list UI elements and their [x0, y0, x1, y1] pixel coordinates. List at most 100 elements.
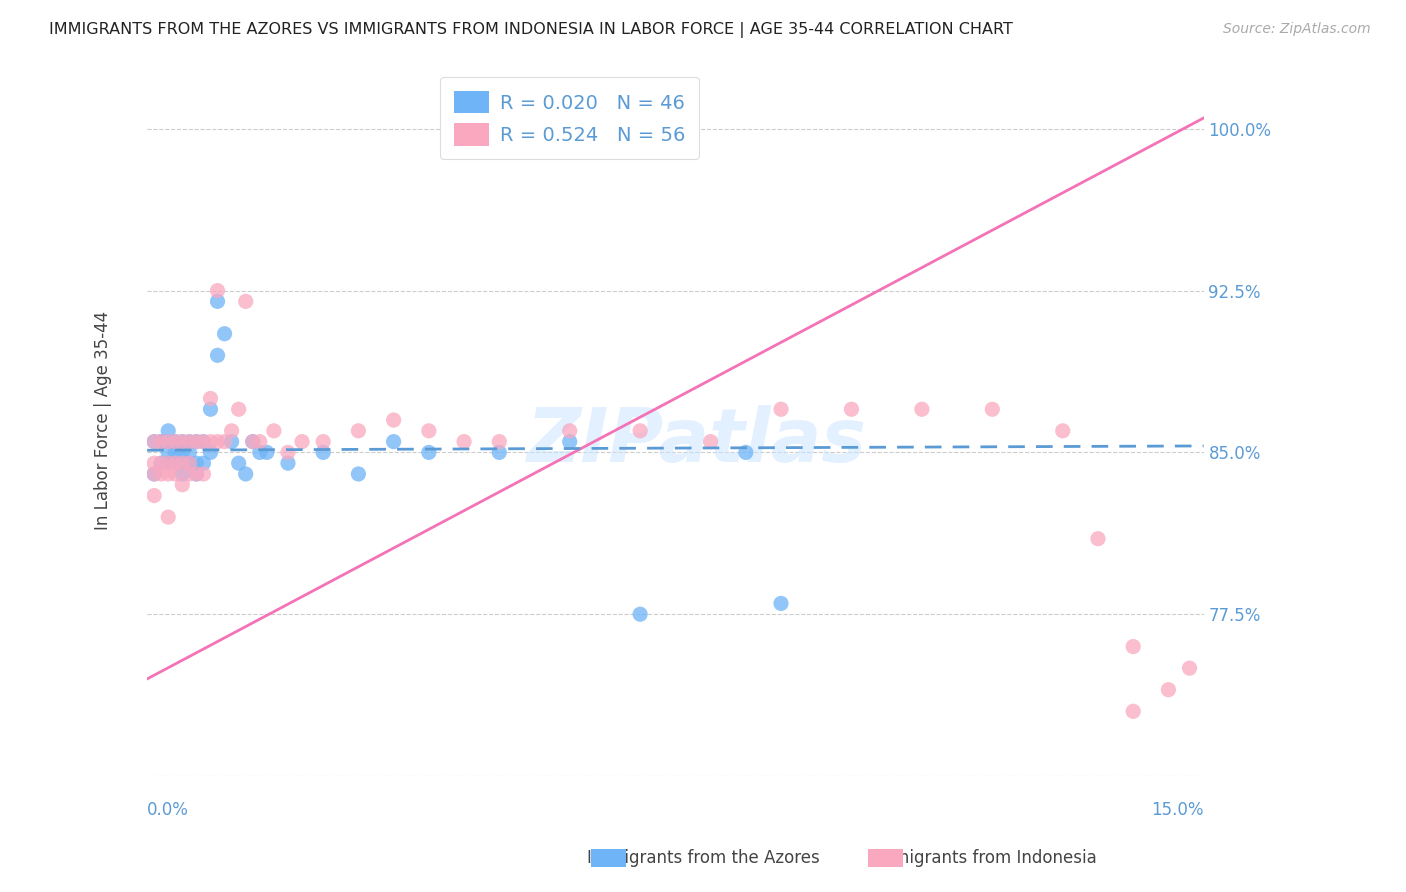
Point — [312, 445, 335, 459]
Point — [143, 489, 166, 503]
Point — [193, 434, 215, 449]
Point — [179, 445, 201, 459]
Point — [165, 456, 187, 470]
Point — [143, 456, 166, 470]
Point — [172, 456, 194, 470]
Point — [228, 456, 250, 470]
Point — [558, 424, 581, 438]
Point — [221, 434, 243, 449]
Point — [1178, 661, 1201, 675]
Point — [200, 434, 222, 449]
Point — [150, 434, 173, 449]
Point — [277, 456, 299, 470]
Point — [157, 445, 180, 459]
Point — [157, 424, 180, 438]
Text: Immigrants from the Azores: Immigrants from the Azores — [586, 849, 820, 867]
Point — [207, 294, 229, 309]
Point — [628, 607, 651, 622]
Point — [165, 434, 187, 449]
Point — [172, 477, 194, 491]
Point — [186, 434, 208, 449]
Text: In Labor Force | Age 35-44: In Labor Force | Age 35-44 — [94, 310, 111, 530]
Legend: R = 0.020   N = 46, R = 0.524   N = 56: R = 0.020 N = 46, R = 0.524 N = 56 — [440, 78, 699, 159]
Point — [143, 467, 166, 481]
Point — [200, 445, 222, 459]
Point — [256, 445, 278, 459]
Point — [179, 456, 201, 470]
Point — [172, 434, 194, 449]
Point — [143, 434, 166, 449]
Point — [1122, 704, 1144, 718]
Point — [143, 467, 166, 481]
Point — [235, 294, 257, 309]
Point — [172, 456, 194, 470]
Point — [249, 434, 271, 449]
Point — [157, 434, 180, 449]
Point — [179, 434, 201, 449]
Point — [242, 434, 264, 449]
Point — [150, 456, 173, 470]
Point — [249, 445, 271, 459]
Point — [699, 434, 721, 449]
Text: Source: ZipAtlas.com: Source: ZipAtlas.com — [1223, 22, 1371, 37]
Text: 0.0%: 0.0% — [148, 801, 188, 819]
Point — [186, 467, 208, 481]
Point — [172, 467, 194, 481]
Point — [558, 434, 581, 449]
Point — [207, 284, 229, 298]
Point — [193, 467, 215, 481]
Point — [150, 467, 173, 481]
Point — [347, 424, 370, 438]
Point — [172, 445, 194, 459]
Point — [157, 434, 180, 449]
Text: ZIPatlas: ZIPatlas — [526, 405, 866, 478]
Point — [165, 467, 187, 481]
Point — [179, 456, 201, 470]
Point — [150, 434, 173, 449]
Point — [734, 445, 756, 459]
Point — [1157, 682, 1180, 697]
Point — [165, 445, 187, 459]
Point — [214, 326, 236, 341]
Point — [277, 445, 299, 459]
Point — [418, 445, 440, 459]
Point — [172, 434, 194, 449]
Point — [911, 402, 934, 417]
Point — [193, 456, 215, 470]
Point — [242, 434, 264, 449]
Point — [207, 434, 229, 449]
Point — [488, 445, 510, 459]
Point — [179, 434, 201, 449]
Point — [628, 424, 651, 438]
Point — [193, 434, 215, 449]
Point — [200, 392, 222, 406]
Point — [235, 467, 257, 481]
Point — [157, 510, 180, 524]
Point — [165, 434, 187, 449]
Point — [488, 434, 510, 449]
Text: IMMIGRANTS FROM THE AZORES VS IMMIGRANTS FROM INDONESIA IN LABOR FORCE | AGE 35-: IMMIGRANTS FROM THE AZORES VS IMMIGRANTS… — [49, 22, 1014, 38]
Text: Immigrants from Indonesia: Immigrants from Indonesia — [872, 849, 1097, 867]
Point — [143, 434, 166, 449]
Point — [186, 456, 208, 470]
Point — [1052, 424, 1074, 438]
Point — [382, 413, 405, 427]
Point — [1087, 532, 1109, 546]
Point — [453, 434, 475, 449]
Point — [312, 434, 335, 449]
Point — [347, 467, 370, 481]
Point — [179, 467, 201, 481]
Point — [214, 434, 236, 449]
Point — [291, 434, 314, 449]
Point — [228, 402, 250, 417]
Point — [221, 424, 243, 438]
Point — [769, 402, 792, 417]
Point — [382, 434, 405, 449]
Point — [841, 402, 863, 417]
Point — [150, 434, 173, 449]
Point — [263, 424, 285, 438]
Point — [157, 456, 180, 470]
Point — [1122, 640, 1144, 654]
Point — [157, 467, 180, 481]
Point — [418, 424, 440, 438]
